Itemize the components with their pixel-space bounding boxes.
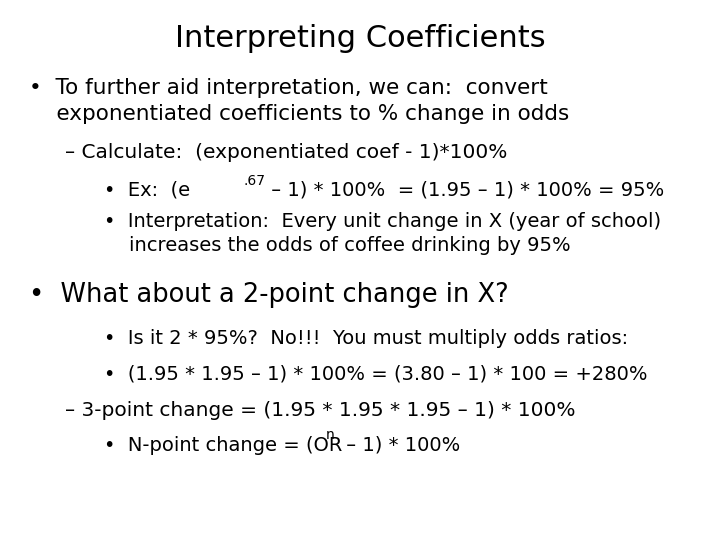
Text: •  To further aid interpretation, we can:  convert
    exponentiated coefficient: • To further aid interpretation, we can:… <box>29 78 569 124</box>
Text: – 1) * 100%  = (1.95 – 1) * 100% = 95%: – 1) * 100% = (1.95 – 1) * 100% = 95% <box>265 181 665 200</box>
Text: .67: .67 <box>243 174 266 188</box>
Text: Interpreting Coefficients: Interpreting Coefficients <box>175 24 545 53</box>
Text: – 3-point change = (1.95 * 1.95 * 1.95 – 1) * 100%: – 3-point change = (1.95 * 1.95 * 1.95 –… <box>65 401 575 420</box>
Text: •  N-point change = (OR: • N-point change = (OR <box>104 436 343 455</box>
Text: – 1) * 100%: – 1) * 100% <box>340 436 460 455</box>
Text: •  Interpretation:  Every unit change in X (year of school)
    increases the od: • Interpretation: Every unit change in X… <box>104 212 662 255</box>
Text: •  What about a 2-point change in X?: • What about a 2-point change in X? <box>29 282 508 308</box>
Text: •  Is it 2 * 95%?  No!!!  You must multiply odds ratios:: • Is it 2 * 95%? No!!! You must multiply… <box>104 329 629 348</box>
Text: •  Ex:  (e: • Ex: (e <box>104 181 191 200</box>
Text: n: n <box>325 428 334 442</box>
Text: – Calculate:  (exponentiated coef - 1)*100%: – Calculate: (exponentiated coef - 1)*10… <box>65 143 507 162</box>
Text: •  (1.95 * 1.95 – 1) * 100% = (3.80 – 1) * 100 = +280%: • (1.95 * 1.95 – 1) * 100% = (3.80 – 1) … <box>104 364 648 383</box>
